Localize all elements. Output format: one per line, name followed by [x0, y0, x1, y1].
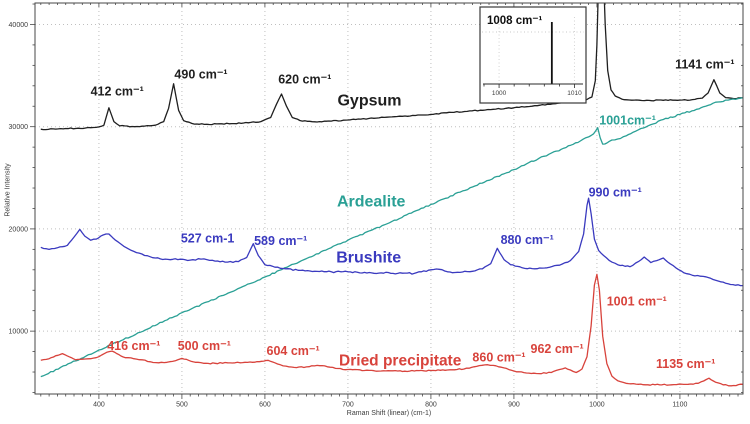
y-tick-label: 10000 [9, 329, 29, 336]
curve-gypsum [40, 3, 743, 131]
x-tick-label: 400 [93, 402, 105, 409]
inset-border [479, 6, 587, 104]
annotation-dried-precipitate: Dried precipitate [339, 352, 462, 369]
tick-labels: 400 500 600 700 800 900 1000 1100 10000 20000 3000… [9, 22, 688, 409]
annotation-brushite: Brushite [336, 250, 401, 267]
x-tick-label: 500 [176, 402, 188, 409]
x-axis-title: Raman Shift (linear) (cm-1) [346, 410, 432, 417]
curve-brushite [40, 197, 743, 287]
inset-tick-label: 1010 [567, 90, 582, 97]
inset-tick-label: 1000 [492, 90, 507, 97]
annotation-ardealite: Ardealite [337, 194, 406, 211]
inset-peak-label: 1008 cm⁻¹ [487, 15, 542, 27]
annotation-500-cm: 500 cm⁻¹ [178, 339, 231, 353]
axis-ticks [30, 3, 743, 399]
annotation-gypsum: Gypsum [337, 93, 401, 110]
annotation-1141-cm: 1141 cm⁻¹ [675, 57, 734, 71]
annotation-527-cm-1: 527 cm-1 [181, 231, 235, 245]
annotations: 412 cm⁻¹ 490 cm⁻¹ 620 cm⁻¹ Gypsum 1141 cm⁻¹ 1… [91, 57, 735, 371]
annotation-880-cm: 880 cm⁻¹ [501, 233, 554, 247]
x-tick-label: 800 [425, 402, 437, 409]
annotation-589-cm: 589 cm⁻¹ [254, 234, 307, 248]
y-tick-label: 40000 [9, 22, 29, 29]
annotation-412-cm: 412 cm⁻¹ [91, 84, 144, 98]
x-tick-label: 1100 [672, 402, 687, 409]
spectra-curves [40, 3, 743, 387]
annotation-990-cm: 990 cm⁻¹ [589, 185, 642, 199]
inset-panel: 1000 1010 1008 cm⁻¹ [479, 6, 587, 104]
annotation-1135-cm: 1135 cm⁻¹ [656, 357, 715, 371]
curve-dried-precipitate [40, 273, 743, 387]
annotation-1001-cm: 1001 cm⁻¹ [607, 294, 667, 308]
annotation-620-cm: 620 cm⁻¹ [278, 72, 331, 86]
curve-ardealite [40, 96, 743, 378]
y-tick-label: 30000 [9, 124, 29, 131]
y-axis-title: Relative Intensity [4, 163, 12, 217]
x-tick-label: 600 [259, 402, 271, 409]
y-tick-label: 20000 [9, 226, 29, 233]
x-tick-label: 1000 [589, 402, 605, 409]
x-tick-label: 700 [342, 402, 354, 409]
annotation-860-cm: 860 cm⁻¹ [472, 350, 525, 364]
annotation-416-cm: 416 cm⁻¹ [107, 339, 160, 353]
annotation-604-cm: 604 cm⁻¹ [267, 344, 320, 358]
annotation-1001cm: 1001cm⁻¹ [599, 113, 656, 127]
x-tick-label: 900 [508, 402, 520, 409]
plot-frame [34, 2, 744, 395]
annotation-962-cm: 962 cm⁻¹ [531, 342, 584, 356]
annotation-490-cm: 490 cm⁻¹ [174, 67, 227, 81]
